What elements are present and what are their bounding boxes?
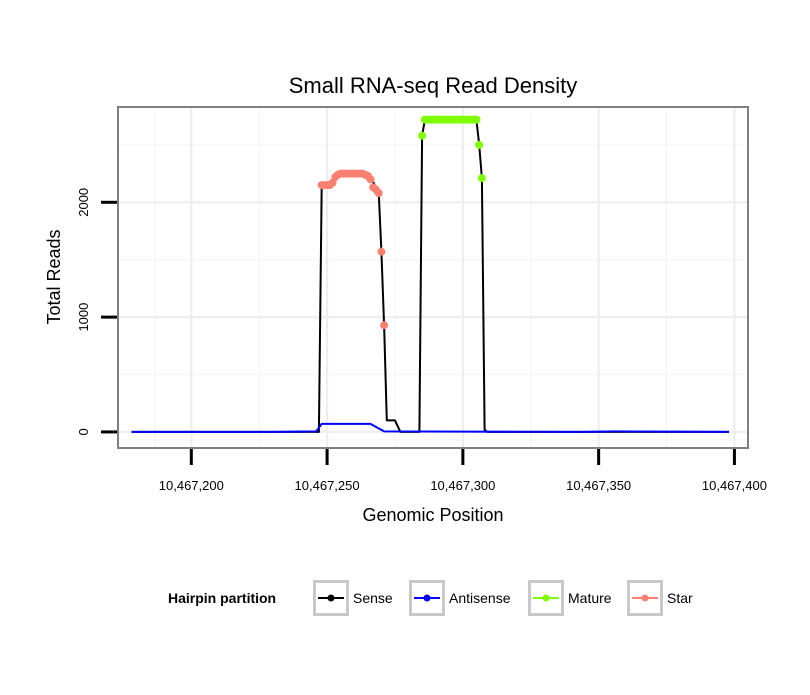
legend-item-antisense: Antisense xyxy=(409,580,511,616)
chart-title: Small RNA-seq Read Density xyxy=(289,73,578,98)
legend-label: Mature xyxy=(568,590,612,606)
legend-title: Hairpin partition xyxy=(168,590,276,606)
legend-item-mature: Mature xyxy=(528,580,612,616)
legend-label: Antisense xyxy=(449,590,511,606)
data-point-star xyxy=(380,321,389,330)
data-point-mature xyxy=(418,131,427,140)
x-tick-label: 10,467,400 xyxy=(702,478,767,493)
data-point-mature xyxy=(475,140,484,149)
x-tick-label: 10,467,200 xyxy=(159,478,224,493)
series-layer xyxy=(131,115,730,433)
x-axis-label: Genomic Position xyxy=(362,505,503,525)
data-point-star xyxy=(366,175,375,184)
data-point-star xyxy=(377,247,386,256)
legend-key-point xyxy=(327,594,335,602)
legend-label: Sense xyxy=(353,590,393,606)
legend-item-sense: Sense xyxy=(313,580,393,616)
data-point-mature xyxy=(472,115,481,124)
x-tick-label: 10,467,250 xyxy=(295,478,360,493)
data-point-star xyxy=(374,189,383,198)
legend-item-star: Star xyxy=(627,580,693,616)
plot-panel xyxy=(118,107,748,448)
legend-key-point xyxy=(423,594,431,602)
legend-label: Star xyxy=(667,590,693,606)
y-tick-label: 1000 xyxy=(76,303,91,332)
legend: Hairpin partition Sense Antisense Mature St… xyxy=(168,580,693,616)
y-tick-label: 2000 xyxy=(76,188,91,217)
legend-entries: Sense Antisense Mature Star xyxy=(313,580,693,616)
series-line-antisense xyxy=(131,422,730,433)
plot-border xyxy=(117,106,749,449)
data-point-mature xyxy=(477,174,486,183)
legend-key-point xyxy=(542,594,550,602)
legend-key-point xyxy=(641,594,649,602)
x-tick-label: 10,467,350 xyxy=(566,478,631,493)
x-tick-label: 10,467,300 xyxy=(430,478,495,493)
y-tick-label: 0 xyxy=(76,428,91,435)
y-axis: 0 1000 2000 xyxy=(76,188,117,436)
x-axis: 10,467,200 10,467,250 10,467,300 10,467,350… xyxy=(159,449,767,493)
y-axis-label: Total Reads xyxy=(44,229,64,324)
